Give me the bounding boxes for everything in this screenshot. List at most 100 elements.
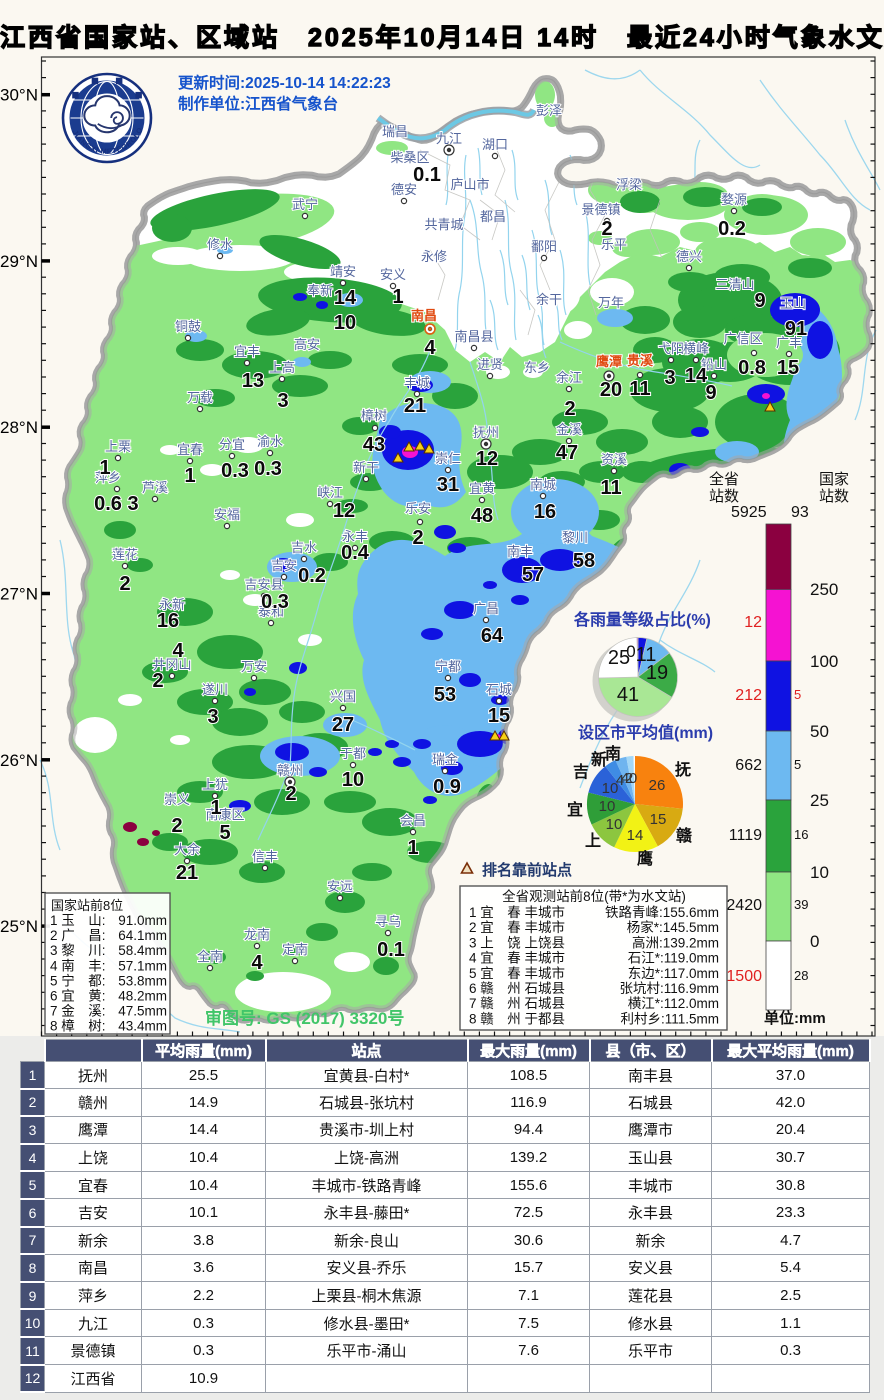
svg-text:奉新: 奉新: [307, 283, 333, 298]
svg-text:2 宜 春 丰城市: 2 宜 春 丰城市: [469, 919, 565, 935]
svg-text:212: 212: [735, 687, 762, 704]
svg-text:2: 2: [152, 670, 163, 692]
svg-text:0.3: 0.3: [261, 591, 289, 613]
svg-text:上栗: 上栗: [105, 439, 131, 454]
svg-text:会昌: 会昌: [400, 813, 426, 828]
svg-text:全省: 全省: [709, 470, 739, 488]
svg-text:10: 10: [810, 863, 829, 882]
svg-text:3 黎 川:: 3 黎 川:: [50, 943, 106, 958]
svg-text:5: 5: [219, 822, 230, 844]
svg-text:48: 48: [471, 505, 493, 527]
svg-text:100: 100: [810, 652, 838, 671]
svg-text:250: 250: [810, 580, 838, 599]
svg-text:0.2: 0.2: [718, 218, 746, 240]
svg-text:湖口: 湖口: [482, 137, 508, 152]
svg-text:信丰: 信丰: [252, 849, 278, 864]
svg-text:19: 19: [646, 662, 668, 684]
svg-text:4 南 丰:: 4 南 丰:: [50, 958, 106, 973]
svg-text:27: 27: [332, 714, 354, 736]
svg-text:安远: 安远: [327, 879, 353, 894]
svg-text:47.5mm: 47.5mm: [118, 1004, 167, 1019]
svg-text:0.2: 0.2: [298, 565, 326, 587]
svg-text:4: 4: [172, 640, 184, 662]
svg-text:景德镇: 景德镇: [581, 202, 620, 217]
svg-text:浮梁: 浮梁: [616, 177, 642, 192]
svg-text:樟树: 樟树: [361, 408, 387, 423]
svg-text:金溪: 金溪: [556, 422, 582, 437]
svg-text:3: 3: [277, 390, 288, 412]
svg-text:1: 1: [407, 837, 418, 859]
svg-text:余干: 余干: [536, 292, 562, 307]
svg-text:排名靠前站点: 排名靠前站点: [482, 861, 572, 879]
svg-text:鹰: 鹰: [637, 849, 653, 868]
svg-text:各雨量等级占比(%): 各雨量等级占比(%): [573, 610, 711, 629]
svg-text:4 宜 春 丰城市: 4 宜 春 丰城市: [469, 950, 565, 966]
svg-text:共青城: 共青城: [424, 217, 463, 232]
svg-text:三清山: 三清山: [715, 277, 754, 292]
svg-text:定南: 定南: [282, 942, 308, 957]
svg-text:10: 10: [606, 816, 623, 833]
svg-text:4: 4: [616, 772, 624, 789]
svg-text:铅山: 铅山: [701, 357, 727, 372]
svg-text:赣州: 赣州: [277, 763, 303, 778]
svg-text:乐平: 乐平: [601, 237, 627, 252]
svg-text:5: 5: [794, 757, 801, 772]
svg-text:杨家*:145.5mm: 杨家*:145.5mm: [627, 919, 719, 935]
svg-text:11: 11: [636, 644, 657, 666]
svg-text:德安: 德安: [391, 182, 417, 197]
svg-text:2: 2: [119, 573, 130, 595]
svg-text:16: 16: [157, 610, 179, 632]
svg-text:万安: 万安: [241, 659, 267, 674]
svg-text:0: 0: [626, 642, 635, 661]
svg-text:50: 50: [810, 722, 829, 741]
svg-text:26: 26: [649, 777, 666, 794]
svg-text:余江: 余江: [556, 370, 582, 385]
svg-text:抚州: 抚州: [473, 425, 499, 440]
svg-text:91: 91: [785, 318, 807, 340]
svg-text:设区市平均值(mm): 设区市平均值(mm): [578, 723, 713, 742]
svg-text:31: 31: [437, 474, 459, 496]
svg-text:南康区: 南康区: [205, 807, 244, 822]
svg-text:2: 2: [285, 783, 296, 805]
svg-text:43: 43: [363, 434, 385, 456]
svg-text:58: 58: [573, 550, 595, 572]
svg-text:12: 12: [476, 448, 498, 470]
svg-text:0.6: 0.6: [94, 493, 122, 515]
svg-text:2 广 昌:: 2 广 昌:: [50, 928, 106, 943]
svg-text:39: 39: [794, 897, 808, 912]
svg-text:宜: 宜: [567, 800, 583, 819]
svg-text:上高: 上高: [269, 360, 295, 375]
svg-text:0.9: 0.9: [433, 776, 461, 798]
svg-text:64: 64: [481, 625, 504, 647]
svg-text:53.8mm: 53.8mm: [118, 973, 167, 988]
svg-text:龙南: 龙南: [244, 927, 270, 942]
svg-text:遂川: 遂川: [202, 682, 228, 697]
svg-text:资溪: 资溪: [601, 452, 627, 467]
svg-text:21: 21: [176, 862, 198, 884]
svg-text:高洲:139.2mm: 高洲:139.2mm: [632, 934, 719, 950]
svg-text:13: 13: [242, 370, 264, 392]
svg-text:1 玉 山:: 1 玉 山:: [50, 913, 106, 928]
svg-text:43.4mm: 43.4mm: [118, 1019, 167, 1034]
svg-text:武宁: 武宁: [292, 197, 318, 212]
svg-text:8 樟 树:: 8 樟 树:: [50, 1019, 106, 1034]
svg-text:新: 新: [591, 750, 607, 769]
svg-text:58.4mm: 58.4mm: [118, 943, 167, 958]
svg-text:1: 1: [184, 465, 195, 487]
svg-text:抚: 抚: [675, 760, 691, 779]
svg-text:安义: 安义: [380, 267, 406, 282]
svg-text:审图号: GS (2017) 3320号: 审图号: GS (2017) 3320号: [205, 1008, 404, 1028]
svg-text:石城: 石城: [486, 682, 512, 697]
svg-text:11: 11: [629, 378, 650, 400]
svg-text:2: 2: [625, 770, 633, 787]
svg-text:全南: 全南: [197, 949, 223, 964]
svg-text:进贤: 进贤: [477, 357, 503, 372]
svg-text:1: 1: [99, 457, 110, 479]
svg-text:高安: 高安: [294, 337, 320, 352]
svg-text:井冈山: 井冈山: [152, 657, 191, 672]
svg-text:0: 0: [629, 770, 637, 787]
svg-text:3: 3: [207, 706, 218, 728]
svg-text:黎川: 黎川: [562, 530, 588, 545]
svg-text:丰城: 丰城: [404, 375, 430, 390]
svg-text:0.3: 0.3: [254, 458, 282, 480]
